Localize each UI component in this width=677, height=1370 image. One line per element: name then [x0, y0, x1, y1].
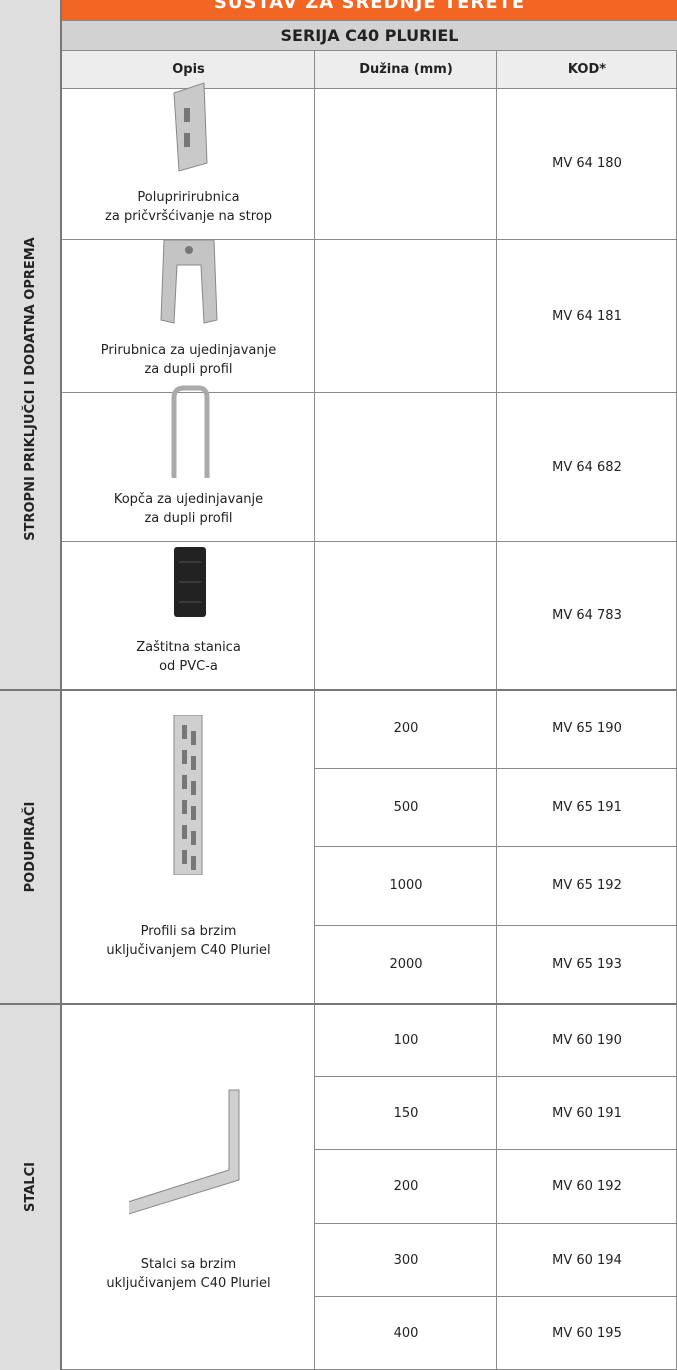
- code: MV 60 191: [552, 1106, 622, 1122]
- cell: [315, 240, 497, 393]
- code: MV 64 783: [552, 608, 622, 623]
- side-column: [0, 0, 62, 1370]
- description: Stalci sa brzim: [140, 1257, 237, 1272]
- description: Profili sa brzim: [140, 924, 237, 939]
- code: MV 60 194: [552, 1252, 622, 1268]
- code: MV 60 192: [552, 1179, 622, 1195]
- code: MV 60 195: [552, 1325, 622, 1341]
- column-header-cell: [497, 51, 677, 89]
- length: 2000: [389, 956, 423, 972]
- section-label: PODUPIRAČI: [23, 801, 38, 893]
- product-image: [172, 82, 208, 172]
- series-header: [62, 20, 677, 51]
- product-image: [159, 239, 218, 324]
- description: Polupririrubnica: [137, 190, 240, 205]
- length: 200: [393, 1179, 419, 1195]
- cell: [315, 542, 497, 690]
- column-header-cell: [62, 51, 315, 89]
- code: MV 65 191: [552, 799, 622, 815]
- cell: [315, 768, 497, 847]
- cell: [315, 1223, 497, 1297]
- code: MV 64 180: [552, 156, 622, 171]
- length: 100: [393, 1033, 419, 1048]
- column-header: Opis: [172, 62, 205, 77]
- column-header-cell: [315, 51, 497, 89]
- cell: [315, 88, 497, 240]
- code: MV 65 190: [552, 721, 622, 736]
- product-image: [171, 385, 209, 478]
- length: 400: [393, 1325, 419, 1341]
- code: MV 65 192: [552, 878, 622, 893]
- cell: [315, 1296, 497, 1370]
- section-label: STROPNI PRIKLJUČCI I DODATNA OPREMA: [23, 237, 38, 541]
- description: uključivanjem C40 Pluriel: [106, 1276, 271, 1291]
- cell: [315, 1150, 497, 1224]
- banner: [62, 0, 677, 20]
- description: uključivanjem C40 Pluriel: [106, 943, 271, 958]
- cell: [315, 393, 497, 542]
- length: 1000: [389, 878, 423, 893]
- product-image: [173, 715, 202, 875]
- description: Zaštitna stanica: [136, 640, 241, 655]
- series-title: SERIJA C40 PLURIEL: [280, 26, 459, 45]
- length: 300: [393, 1252, 419, 1268]
- banner-title: SUSTAV ZA SREDNJE TERETE: [213, 0, 526, 13]
- section-divider: [0, 1003, 677, 1005]
- description: za pričvršćivanje na strop: [105, 209, 272, 224]
- code: MV 64 181: [552, 309, 622, 324]
- product-image: [128, 1089, 239, 1215]
- description: Prirubnica za ujedinjavanje: [100, 343, 277, 358]
- section-label: STALCI: [23, 1162, 38, 1212]
- code: MV 64 682: [552, 460, 622, 475]
- code: MV 65 193: [552, 956, 622, 972]
- length: 200: [393, 721, 419, 736]
- description: Kopča za ujedinjavanje: [113, 492, 264, 507]
- length: 500: [393, 799, 419, 815]
- length: 150: [393, 1106, 419, 1122]
- column-header: KOD*: [567, 62, 607, 77]
- description: od PVC-a: [159, 659, 218, 674]
- code: MV 60 190: [552, 1033, 622, 1048]
- cell: [315, 690, 497, 769]
- description: za dupli profil: [144, 511, 233, 526]
- cell: [315, 847, 497, 926]
- cell: [315, 1004, 497, 1078]
- cell: [62, 240, 315, 393]
- column-header: Dužina (mm): [359, 62, 453, 77]
- cell: [315, 1077, 497, 1151]
- cell: [62, 393, 315, 542]
- description: za dupli profil: [144, 362, 233, 377]
- section-divider: [0, 689, 677, 691]
- product-image: [173, 547, 206, 617]
